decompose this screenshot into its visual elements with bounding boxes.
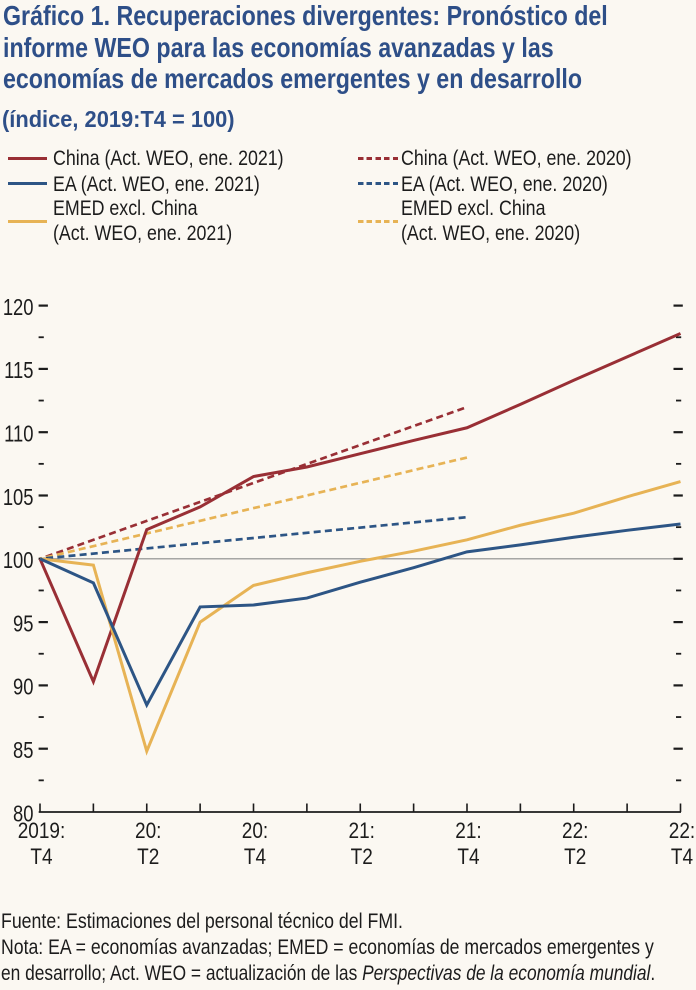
svg-text:20:: 20: bbox=[242, 819, 268, 844]
svg-text:90: 90 bbox=[13, 675, 33, 700]
svg-text:T2: T2 bbox=[351, 845, 373, 870]
svg-text:21:: 21: bbox=[349, 819, 375, 844]
svg-text:22:: 22: bbox=[669, 819, 695, 844]
svg-text:T4: T4 bbox=[30, 845, 52, 870]
svg-text:2019:: 2019: bbox=[18, 819, 66, 844]
svg-text:115: 115 bbox=[4, 358, 33, 383]
svg-text:21:: 21: bbox=[455, 819, 481, 844]
svg-text:T4: T4 bbox=[244, 845, 266, 870]
svg-text:22:: 22: bbox=[562, 819, 588, 844]
svg-text:110: 110 bbox=[4, 422, 33, 447]
svg-text:80: 80 bbox=[13, 801, 33, 826]
svg-text:85: 85 bbox=[13, 738, 33, 763]
svg-text:120: 120 bbox=[3, 295, 34, 320]
svg-text:100: 100 bbox=[3, 548, 34, 573]
svg-text:T2: T2 bbox=[137, 845, 159, 870]
svg-text:20:: 20: bbox=[135, 819, 161, 844]
svg-text:T2: T2 bbox=[564, 845, 586, 870]
svg-text:T4: T4 bbox=[671, 845, 693, 870]
svg-text:105: 105 bbox=[3, 485, 34, 510]
svg-text:T4: T4 bbox=[457, 845, 479, 870]
svg-text:95: 95 bbox=[13, 612, 33, 637]
